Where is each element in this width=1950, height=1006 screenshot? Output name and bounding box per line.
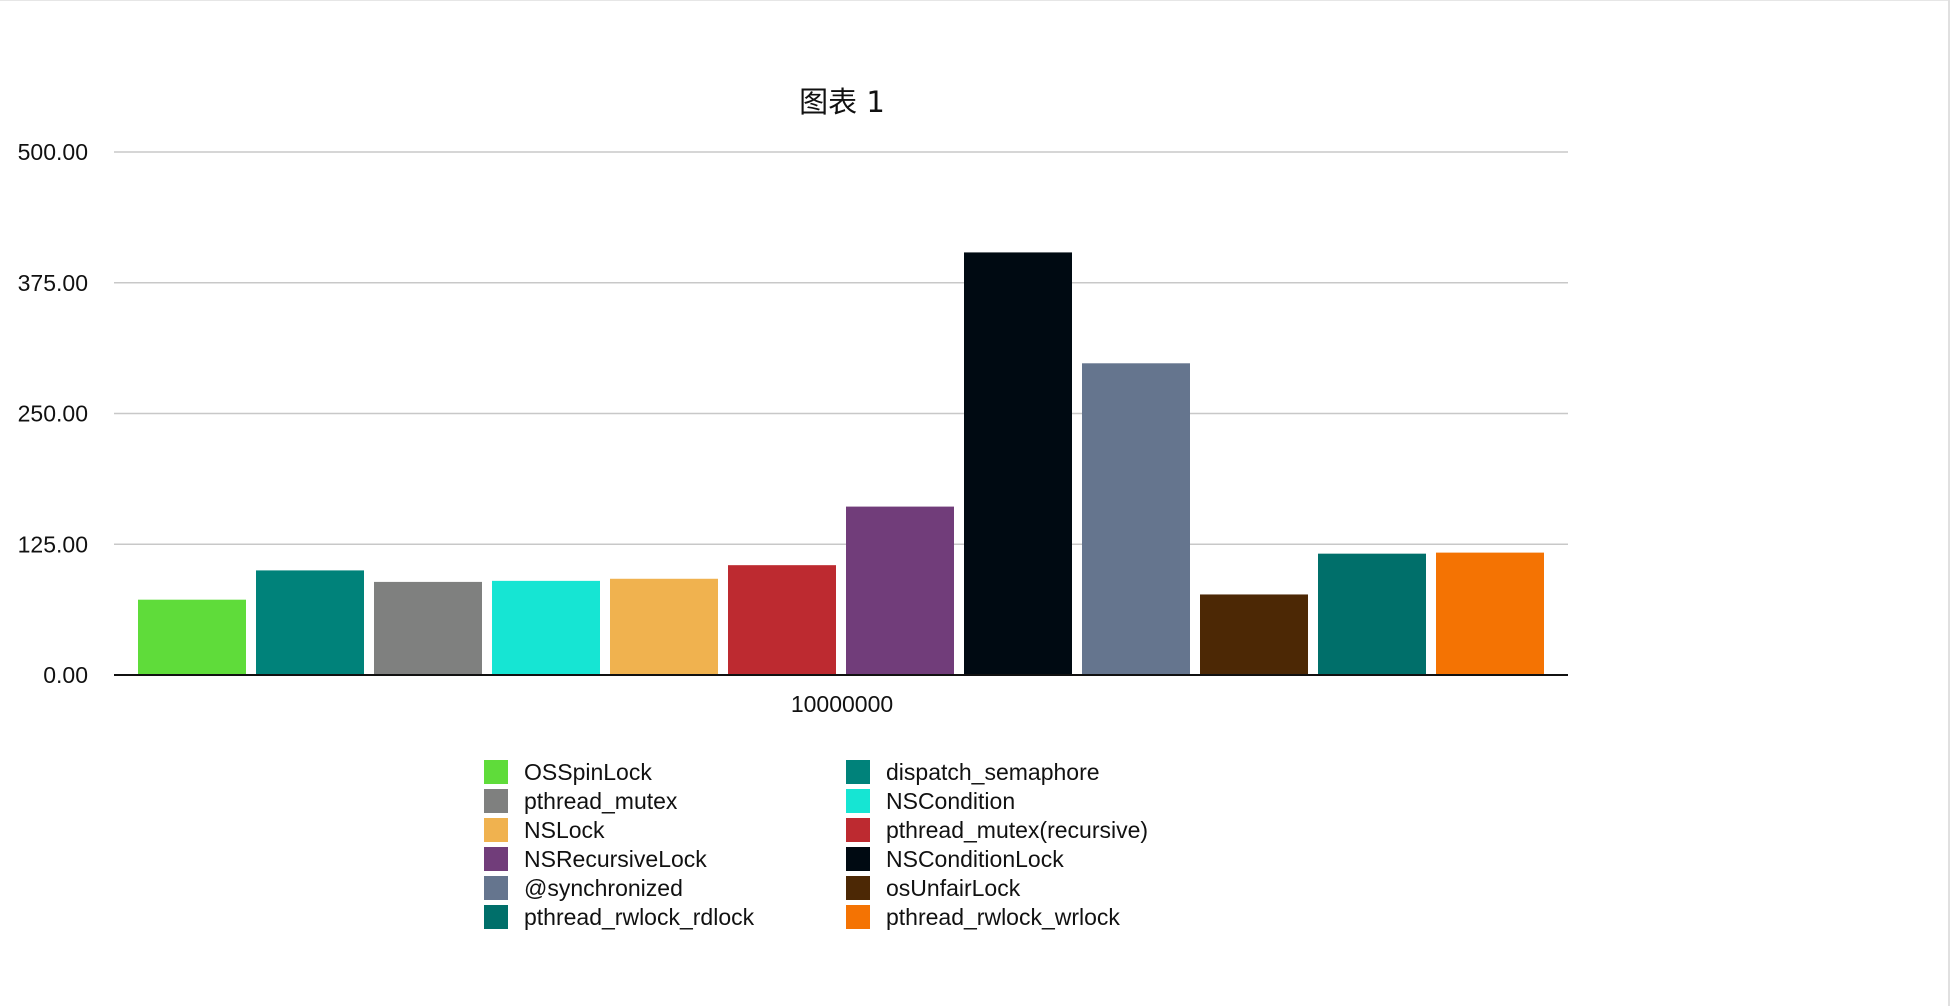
legend-label: pthread_mutex — [524, 788, 678, 814]
legend-swatch — [846, 905, 870, 929]
y-tick-label: 375.00 — [18, 270, 88, 296]
legend-item: pthread_mutex(recursive) — [846, 816, 1148, 844]
bar-10 — [1318, 553, 1426, 675]
x-axis-category-label: 10000000 — [791, 691, 893, 717]
legend-swatch — [846, 789, 870, 813]
bar-6 — [846, 506, 954, 675]
y-tick-label: 500.00 — [18, 139, 88, 165]
legend-swatch — [484, 789, 508, 813]
legend-label: @synchronized — [524, 875, 683, 901]
legend-label: pthread_rwlock_rdlock — [524, 904, 755, 930]
legend-item: NSCondition — [846, 787, 1015, 815]
legend-swatch — [846, 847, 870, 871]
legend-item: dispatch_semaphore — [846, 758, 1100, 786]
y-tick-label: 125.00 — [18, 531, 88, 557]
bar-8 — [1082, 363, 1190, 675]
legend-label: OSSpinLock — [524, 759, 652, 785]
bar-4 — [610, 578, 718, 675]
legend-label: NSLock — [524, 817, 605, 843]
legend-swatch — [484, 760, 508, 784]
bars — [138, 252, 1544, 675]
legend-label: pthread_mutex(recursive) — [886, 817, 1149, 843]
legend-label: NSCondition — [886, 788, 1016, 814]
legend-item: NSRecursiveLock — [484, 845, 707, 873]
legend-item: pthread_rwlock_wrlock — [846, 903, 1120, 931]
y-axis-tick-labels: 0.00 125.00 250.00 375.00 500.00 — [18, 139, 88, 688]
legend-label: pthread_rwlock_wrlock — [886, 904, 1120, 930]
legend-item: @synchronized — [484, 874, 683, 902]
legend-swatch — [484, 847, 508, 871]
legend-swatch — [846, 760, 870, 784]
legend-item: pthread_rwlock_rdlock — [484, 903, 754, 931]
y-tick-label: 0.00 — [43, 662, 88, 688]
top-border — [0, 0, 1950, 1]
legend-label: osUnfairLock — [886, 875, 1021, 901]
legend-item: NSConditionLock — [846, 845, 1064, 873]
legend-label: NSConditionLock — [886, 846, 1064, 872]
legend-label: dispatch_semaphore — [886, 759, 1100, 785]
bar-2 — [374, 581, 482, 675]
bar-0 — [138, 599, 246, 675]
legend-swatch — [484, 905, 508, 929]
bar-9 — [1200, 594, 1308, 675]
bar-5 — [728, 565, 836, 675]
legend-swatch — [846, 876, 870, 900]
legend-swatch — [846, 818, 870, 842]
bar-7 — [964, 252, 1072, 675]
y-tick-label: 250.00 — [18, 401, 88, 427]
bar-11 — [1436, 552, 1544, 675]
chart-title: 图表 1 — [799, 85, 885, 119]
legend-item: pthread_mutex — [484, 787, 677, 815]
legend: OSSpinLock dispatch_semaphore pthread_mute… — [484, 758, 1184, 938]
bar-1 — [256, 570, 364, 675]
legend-item: osUnfairLock — [846, 874, 1020, 902]
right-border — [1948, 0, 1950, 1006]
legend-label: NSRecursiveLock — [524, 846, 707, 872]
legend-swatch — [484, 876, 508, 900]
legend-swatch — [484, 818, 508, 842]
legend-item: NSLock — [484, 816, 605, 844]
bar-3 — [492, 580, 600, 675]
legend-item: OSSpinLock — [484, 758, 652, 786]
gridlines — [114, 151, 1568, 545]
